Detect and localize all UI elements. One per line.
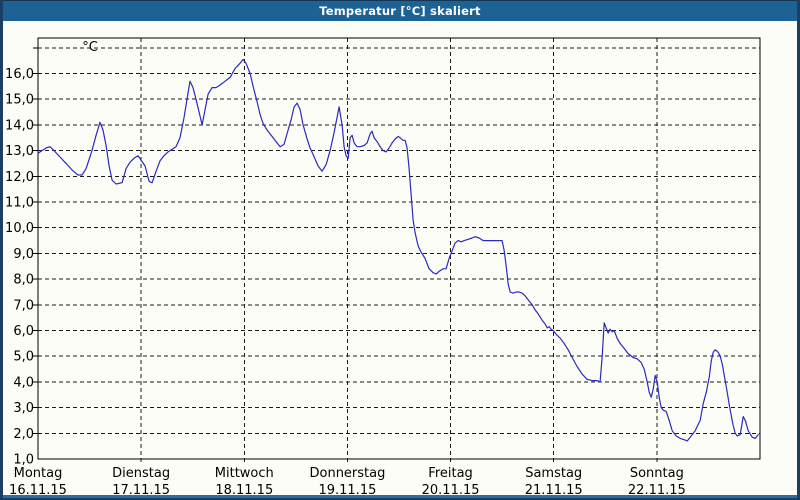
page-title: Temperatur [°C] skaliert xyxy=(319,4,481,18)
y-tick-label: 16,0 xyxy=(5,67,34,82)
x-weekday-label: Sonntag xyxy=(630,466,684,481)
x-date-label: 16.11.15 xyxy=(9,483,67,498)
x-weekday-label: Freitag xyxy=(428,466,473,481)
x-weekday-label: Montag xyxy=(14,466,63,481)
y-tick-label: 3,0 xyxy=(13,401,34,416)
x-weekday-label: Mittwoch xyxy=(215,466,274,481)
y-axis-unit-label: °C xyxy=(82,40,98,55)
y-tick-label: 8,0 xyxy=(13,273,34,288)
y-tick-label: 9,0 xyxy=(13,247,34,262)
window-border-right xyxy=(797,0,800,500)
y-tick-label: 14,0 xyxy=(5,118,34,133)
y-tick-label: 6,0 xyxy=(13,324,34,339)
y-tick-label: 15,0 xyxy=(5,93,34,108)
temperature-line xyxy=(37,58,759,442)
y-tick-label: 11,0 xyxy=(5,196,34,211)
y-tick-label: 5,0 xyxy=(13,350,34,365)
bottom-separator-line xyxy=(3,495,797,498)
y-tick-label: 2,0 xyxy=(13,427,34,442)
x-date-label: 17.11.15 xyxy=(112,483,170,498)
x-weekday-label: Donnerstag xyxy=(309,466,385,481)
y-tick-label: 10,0 xyxy=(5,221,34,236)
y-tick-label: 12,0 xyxy=(5,170,34,185)
x-date-label: 21.11.15 xyxy=(525,483,583,498)
y-tick-label: 4,0 xyxy=(13,375,34,390)
x-weekday-label: Samstag xyxy=(525,466,582,481)
y-tick-label: 13,0 xyxy=(5,144,34,159)
window-border-bottom xyxy=(0,498,800,500)
window-border-left xyxy=(0,0,3,500)
x-date-label: 18.11.15 xyxy=(215,483,273,498)
y-tick-label: 7,0 xyxy=(13,298,34,313)
x-date-label: 22.11.15 xyxy=(628,483,686,498)
title-bar: Temperatur [°C] skaliert xyxy=(0,0,800,21)
x-date-label: 19.11.15 xyxy=(318,483,376,498)
y-tick-label: 1,0 xyxy=(13,453,34,468)
x-date-label: 20.11.15 xyxy=(422,483,480,498)
plot-frame xyxy=(37,37,761,460)
x-weekday-label: Dienstag xyxy=(112,466,170,481)
